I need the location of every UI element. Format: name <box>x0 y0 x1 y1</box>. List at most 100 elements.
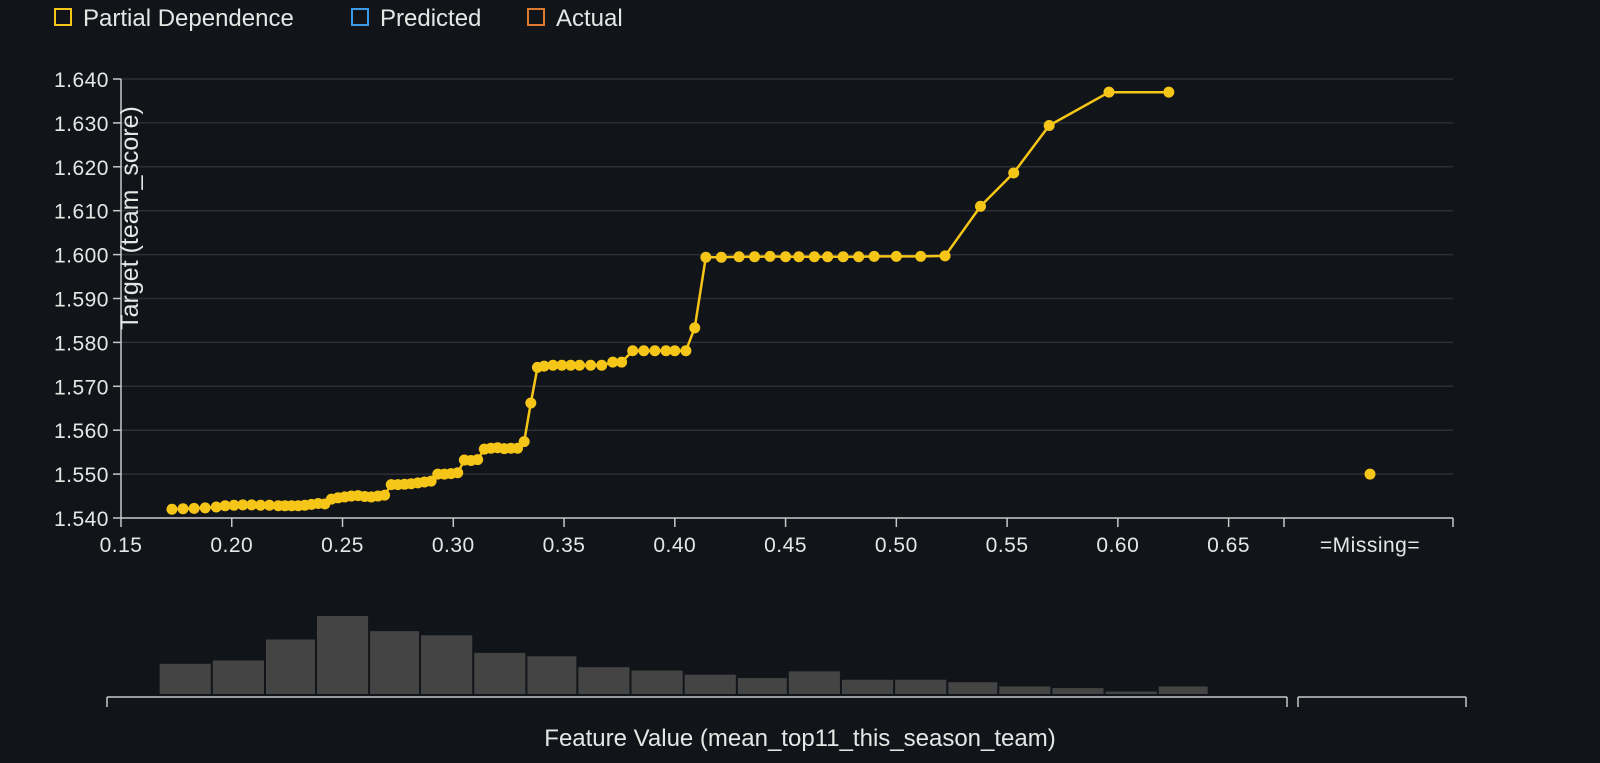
data-point <box>246 499 258 511</box>
data-point <box>868 250 880 262</box>
histogram-bar <box>895 679 947 694</box>
data-point <box>210 501 222 513</box>
data-point <box>793 251 805 263</box>
data-point <box>649 345 661 357</box>
histogram-bar <box>948 682 998 694</box>
data-point <box>237 499 249 511</box>
x-tick-label: 0.50 <box>875 534 918 557</box>
data-point <box>188 502 200 514</box>
legend-item-predicted: Predicted <box>351 5 481 32</box>
data-point <box>565 359 577 371</box>
data-point <box>425 475 437 487</box>
data-point <box>680 345 692 357</box>
x-tick-label: 0.15 <box>100 534 143 557</box>
data-point <box>255 499 267 511</box>
x-axis: 0.15 0.20 0.25 0.30 0.35 0.40 0.45 0.50 0.55 0.60… <box>100 517 1454 557</box>
x-tick-label: 0.20 <box>210 534 253 557</box>
x-tick-label: 0.40 <box>653 534 696 557</box>
legend-label: Predicted <box>380 5 481 32</box>
legend-swatch <box>54 8 72 26</box>
y-tick-label: 1.580 <box>54 332 109 355</box>
y-tick-label: 1.590 <box>54 289 109 312</box>
histogram-bar <box>316 616 369 694</box>
y-tick-label: 1.560 <box>54 420 109 443</box>
data-point <box>525 397 537 409</box>
legend: Partial Dependence Predicted Actual <box>54 5 623 32</box>
data-point <box>764 250 776 262</box>
data-point <box>596 359 608 371</box>
x-axis-label: Feature Value (mean_top11_this_season_te… <box>544 725 1055 752</box>
histogram-bar <box>370 631 420 694</box>
histogram-bar <box>841 679 894 694</box>
data-point <box>915 250 927 262</box>
data-point <box>638 345 650 357</box>
legend-label: Partial Dependence <box>83 5 294 32</box>
data-point <box>177 503 189 515</box>
x-tick-label: 0.35 <box>543 534 586 557</box>
histogram-bar <box>788 671 840 694</box>
missing-tick-label: =Missing= <box>1320 534 1420 557</box>
data-point <box>853 251 865 263</box>
data-point <box>689 322 701 334</box>
series-line <box>171 90 1169 511</box>
data-point <box>219 500 231 512</box>
missing-value-point <box>1364 468 1376 480</box>
data-point <box>660 345 672 357</box>
data-point <box>808 251 820 263</box>
histogram-bar <box>631 670 683 694</box>
data-point <box>1163 86 1175 98</box>
data-point <box>199 502 211 514</box>
data-point <box>574 359 586 371</box>
histogram-bar <box>474 652 526 694</box>
legend-item-partial-dependence: Partial Dependence <box>54 5 294 32</box>
histogram-bar <box>527 656 577 694</box>
histogram-bar <box>684 674 736 694</box>
data-point <box>837 251 849 263</box>
data-point <box>780 251 792 263</box>
data-point <box>379 489 391 501</box>
y-tick-label: 1.600 <box>54 245 109 268</box>
data-point <box>616 356 628 368</box>
grid-lines <box>121 78 1453 519</box>
histogram-bar <box>421 635 473 694</box>
histogram-bar <box>737 678 787 694</box>
data-point <box>263 499 275 511</box>
histogram-bar <box>1052 688 1104 694</box>
legend-swatch <box>351 8 369 26</box>
data-point <box>518 436 530 448</box>
histogram-bar <box>265 639 315 694</box>
data-point <box>538 360 550 372</box>
data-point <box>452 467 464 479</box>
data-point <box>607 356 619 368</box>
x-tick-label: 0.55 <box>986 534 1029 557</box>
data-point <box>228 499 240 511</box>
y-tick-label: 1.570 <box>54 376 109 399</box>
data-point <box>627 345 639 357</box>
missing-group <box>1364 468 1376 480</box>
data-point <box>715 251 727 263</box>
data-point <box>975 200 987 212</box>
y-axis: 1.540 1.550 1.560 1.570 1.580 1.590 1.600 1.610… <box>54 69 122 531</box>
series-partial-dependence <box>166 86 1175 515</box>
y-tick-label: 1.630 <box>54 113 109 136</box>
x-tick-label: 0.25 <box>321 534 364 557</box>
data-point <box>749 251 761 263</box>
x-tick-label: 0.60 <box>1096 534 1139 557</box>
data-point <box>472 454 484 466</box>
legend-item-actual: Actual <box>527 5 623 32</box>
histogram-bar <box>1105 691 1157 694</box>
y-axis-label: Target (team_score) <box>116 106 144 330</box>
histogram-bar <box>999 686 1051 694</box>
histogram-bar <box>1158 686 1208 694</box>
data-point <box>1103 86 1115 98</box>
data-point <box>556 359 568 371</box>
histogram-bar <box>578 667 630 694</box>
data-point <box>822 251 834 263</box>
y-tick-label: 1.640 <box>54 69 109 92</box>
data-point <box>890 250 902 262</box>
y-tick-label: 1.620 <box>54 157 109 180</box>
y-tick-label: 1.610 <box>54 201 109 224</box>
data-point <box>700 251 712 263</box>
